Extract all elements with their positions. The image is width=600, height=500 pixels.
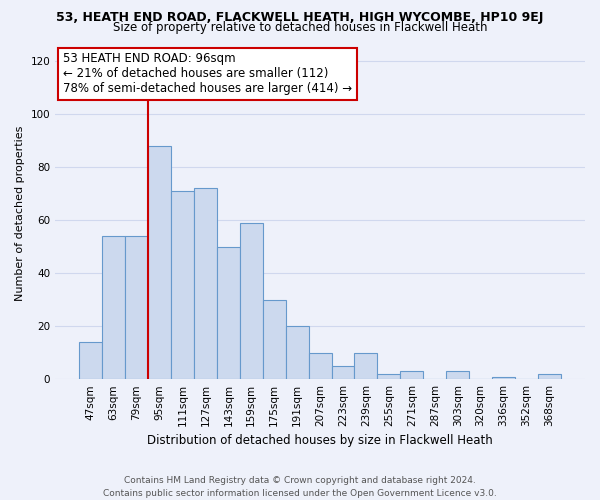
Bar (492, 376, 515, 379)
Bar (240, 222, 263, 379)
Bar (79, 342, 102, 379)
Y-axis label: Number of detached properties: Number of detached properties (15, 126, 25, 301)
Text: Size of property relative to detached houses in Flackwell Heath: Size of property relative to detached ho… (113, 21, 487, 34)
Bar (148, 146, 171, 379)
Bar (332, 366, 355, 379)
Bar (355, 352, 377, 379)
Bar (171, 191, 194, 379)
Bar (400, 371, 423, 379)
Text: Contains HM Land Registry data © Crown copyright and database right 2024.
Contai: Contains HM Land Registry data © Crown c… (103, 476, 497, 498)
Bar (377, 374, 400, 379)
Bar (286, 326, 308, 379)
X-axis label: Distribution of detached houses by size in Flackwell Heath: Distribution of detached houses by size … (147, 434, 493, 448)
Bar (194, 188, 217, 379)
Bar (538, 374, 561, 379)
Bar (308, 352, 332, 379)
Text: 53 HEATH END ROAD: 96sqm
← 21% of detached houses are smaller (112)
78% of semi-: 53 HEATH END ROAD: 96sqm ← 21% of detach… (63, 52, 352, 96)
Bar (217, 246, 240, 379)
Bar (102, 236, 125, 379)
Bar (446, 371, 469, 379)
Bar (263, 300, 286, 379)
Bar (125, 236, 148, 379)
Text: 53, HEATH END ROAD, FLACKWELL HEATH, HIGH WYCOMBE, HP10 9EJ: 53, HEATH END ROAD, FLACKWELL HEATH, HIG… (56, 11, 544, 24)
